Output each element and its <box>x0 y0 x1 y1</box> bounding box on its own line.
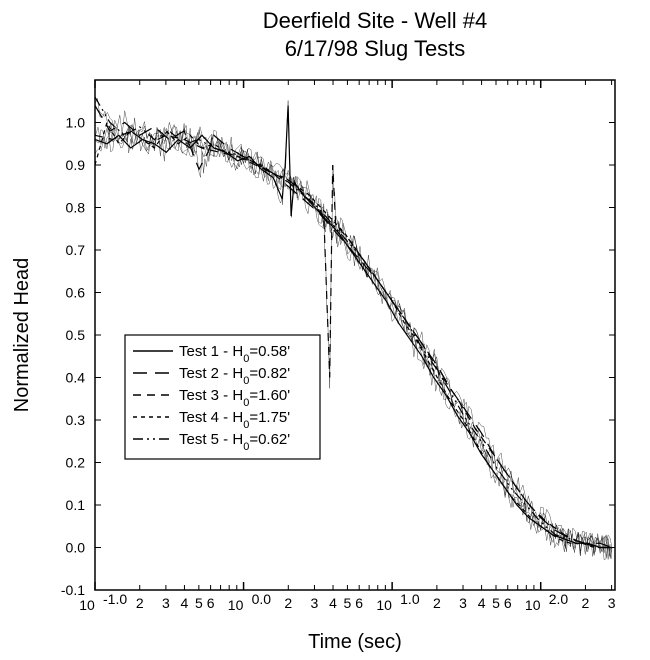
svg-text:10: 10 <box>228 597 244 613</box>
x-decade-label: 102.0 <box>525 591 568 613</box>
x-minor-label: 2 <box>582 595 590 611</box>
x-minor-label: 4 <box>478 595 486 611</box>
svg-text:10: 10 <box>79 597 95 613</box>
x-minor-label: 3 <box>311 595 319 611</box>
x-minor-label: 5 <box>195 595 203 611</box>
x-decade-label: 10 -1.0 <box>79 591 127 613</box>
x-minor-label: 3 <box>608 595 616 611</box>
chart-title-line2: 6/17/98 Slug Tests <box>285 36 466 61</box>
svg-text:10: 10 <box>376 597 392 613</box>
slug-test-chart: Deerfield Site - Well #4 6/17/98 Slug Tes… <box>0 0 650 660</box>
y-tick-label: 0.8 <box>66 200 86 216</box>
x-decade-label: 100.0 <box>228 591 271 613</box>
chart-container: Deerfield Site - Well #4 6/17/98 Slug Tes… <box>0 0 650 660</box>
y-tick-label: 0.1 <box>66 497 86 513</box>
x-minor-label: 5 <box>344 595 352 611</box>
series-line <box>95 97 612 548</box>
y-tick-label: 1.0 <box>66 115 86 131</box>
svg-text:2.0: 2.0 <box>549 591 569 607</box>
y-tick-label: 0.2 <box>66 455 86 471</box>
x-minor-label: 4 <box>181 595 189 611</box>
x-minor-label: 2 <box>284 595 292 611</box>
plot-lines <box>95 97 612 560</box>
noise-trace <box>95 99 612 558</box>
y-tick-label: 0.6 <box>66 285 86 301</box>
x-minor-label: 2 <box>136 595 144 611</box>
series-line <box>95 106 612 548</box>
y-tick-label: 0.7 <box>66 242 86 258</box>
x-minor-label: 2 <box>433 595 441 611</box>
x-decade-label: 101.0 <box>376 591 419 613</box>
noise-trace <box>95 101 612 558</box>
y-axis-label: Normalized Head <box>11 258 33 413</box>
y-tick-label: 0.0 <box>66 540 86 556</box>
series-line <box>95 106 612 548</box>
y-tick-label: 0.9 <box>66 157 86 173</box>
y-tick-label: -0.1 <box>61 582 85 598</box>
x-minor-label: 6 <box>504 595 512 611</box>
y-tick-label: 0.5 <box>66 327 86 343</box>
svg-text:-1.0: -1.0 <box>103 591 127 607</box>
x-axis-label: Time (sec) <box>308 631 402 653</box>
x-minor-label: 6 <box>207 595 215 611</box>
x-minor-label: 6 <box>355 595 363 611</box>
svg-text:0.0: 0.0 <box>252 591 272 607</box>
y-tick-label: 0.3 <box>66 412 86 428</box>
svg-text:10: 10 <box>525 597 541 613</box>
chart-title-line1: Deerfield Site - Well #4 <box>263 8 488 33</box>
x-minor-label: 3 <box>162 595 170 611</box>
noise-trace <box>95 106 612 557</box>
y-tick-label: 0.4 <box>66 370 86 386</box>
x-minor-label: 4 <box>329 595 337 611</box>
svg-text:1.0: 1.0 <box>400 591 420 607</box>
x-minor-label: 5 <box>492 595 500 611</box>
x-minor-label: 3 <box>459 595 467 611</box>
